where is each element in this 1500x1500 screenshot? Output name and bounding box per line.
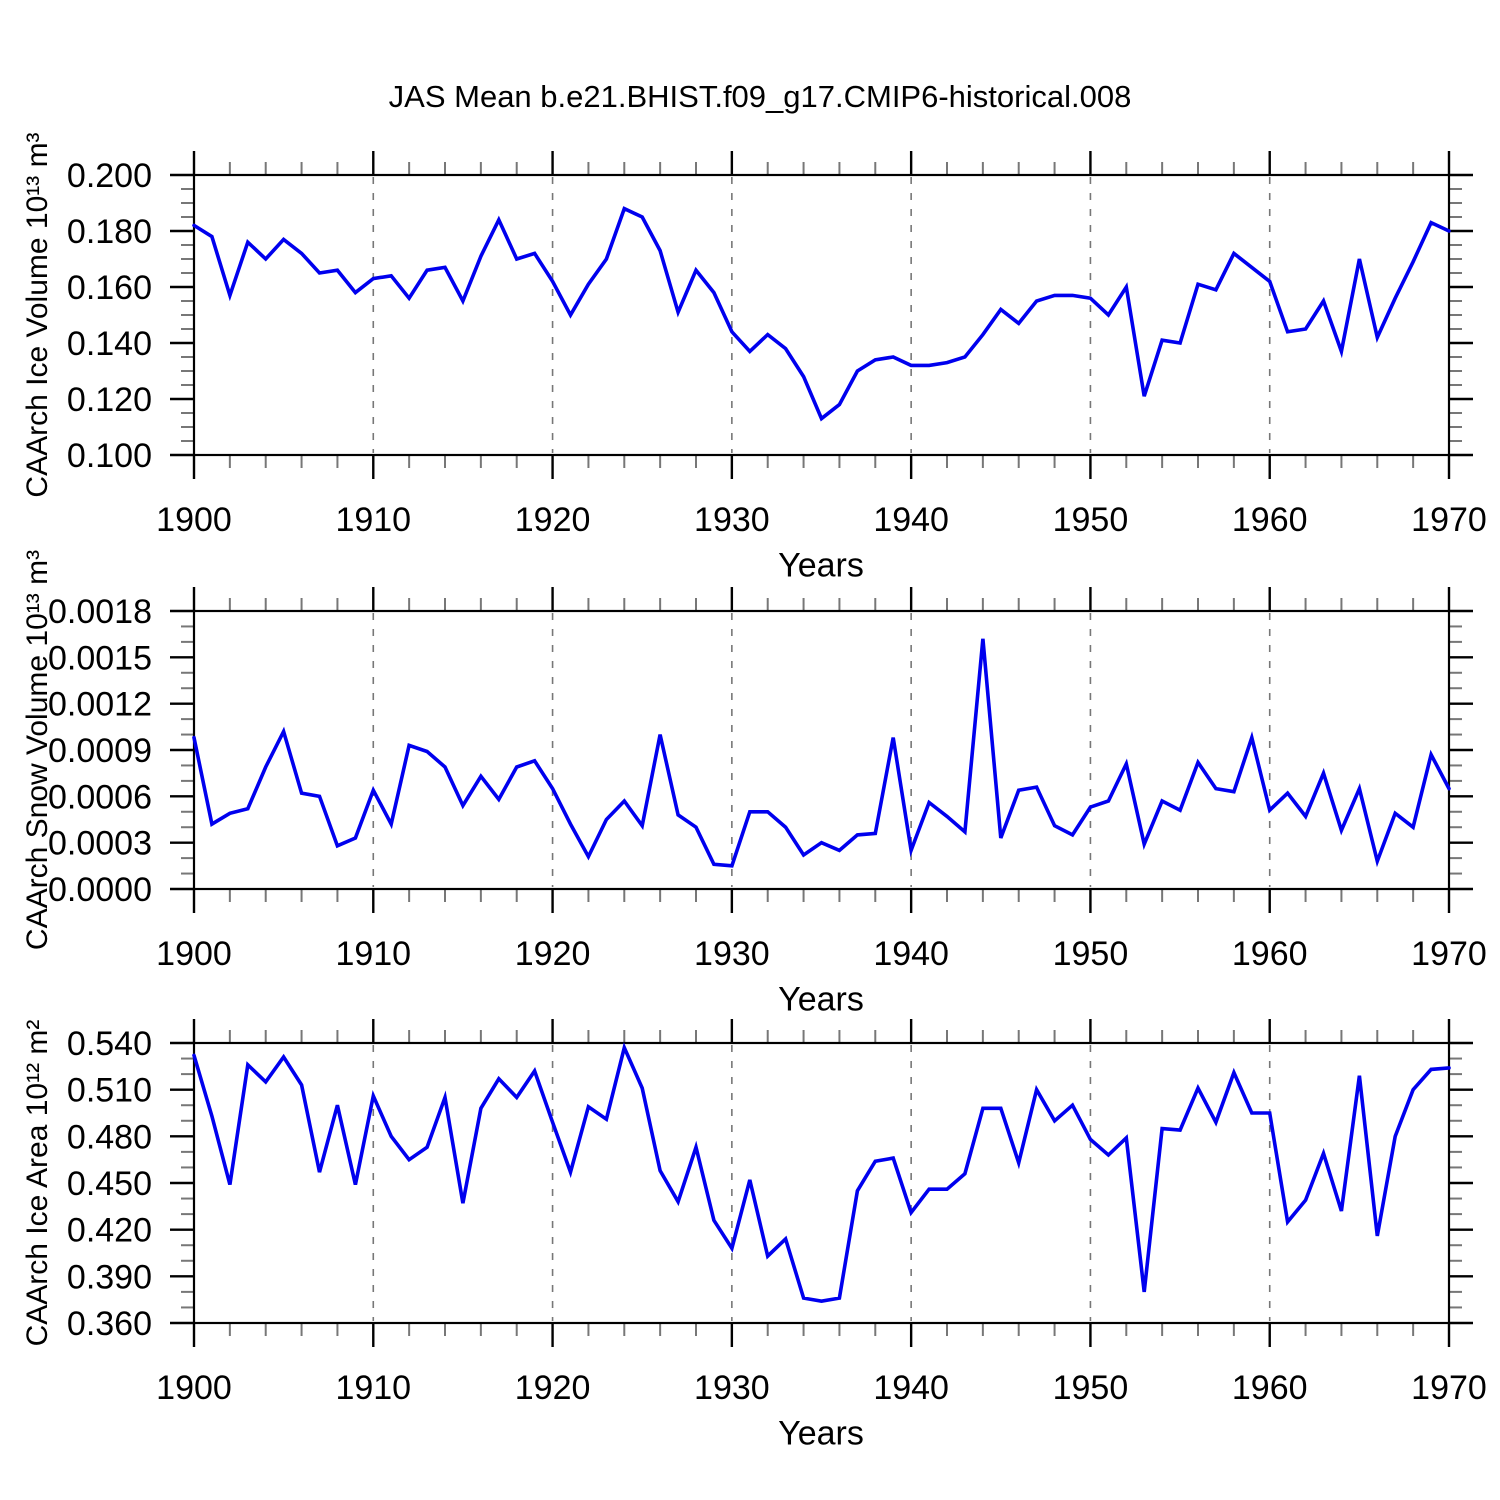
x-tick-label: 1950: [1053, 1369, 1129, 1407]
y-tick-label: 0.0018: [48, 593, 152, 631]
y-tick-labels: 0.0000 0.0003 0.0006 0.0009 0.0012 0.0015 0.00…: [48, 593, 152, 909]
decade-gridlines: [372, 1045, 1271, 1321]
ice-volume-x-axis-title: Years: [778, 546, 864, 585]
x-tick-label: 1920: [515, 501, 591, 539]
y-tick-label: 0.0009: [48, 732, 152, 770]
x-tick-label: 1970: [1411, 1369, 1487, 1407]
plot-box: [192, 173, 1451, 457]
decade-gridlines: [372, 177, 1271, 453]
plot-box: [192, 1041, 1451, 1325]
major-ticks: [170, 587, 1473, 913]
y-tick-label: 0.180: [67, 213, 152, 251]
data-line: [192, 1042, 1451, 1304]
x-tick-label: 1970: [1411, 501, 1487, 539]
y-tick-label: 0.200: [67, 157, 152, 195]
y-tick-label: 0.480: [67, 1118, 152, 1156]
minor-ticks: [181, 1030, 1462, 1336]
snow-volume-x-axis-title: Years: [778, 980, 864, 1019]
x-tick-label: 1940: [873, 935, 949, 973]
x-tick-label: 1940: [873, 1369, 949, 1407]
x-tick-label: 1950: [1053, 501, 1129, 539]
y-tick-label: 0.160: [67, 269, 152, 307]
x-tick-labels: 1900 1910 1920 1930 1940 1950 1960 1970: [156, 935, 1487, 973]
y-tick-label: 0.420: [67, 1212, 152, 1250]
major-ticks: [170, 151, 1473, 479]
x-tick-label: 1960: [1232, 501, 1308, 539]
ice-area-y-axis-title: CAArch Ice Area 10¹² m²: [21, 1019, 54, 1347]
y-tick-label: 0.0000: [48, 871, 152, 909]
x-tick-label: 1930: [694, 935, 770, 973]
y-tick-label: 0.390: [67, 1258, 152, 1296]
x-tick-label: 1920: [515, 1369, 591, 1407]
x-tick-label: 1910: [335, 501, 411, 539]
x-tick-label: 1900: [156, 935, 232, 973]
x-tick-label: 1930: [694, 1369, 770, 1407]
y-tick-label: 0.0015: [48, 639, 152, 677]
figure-title: JAS Mean b.e21.BHIST.f09_g17.CMIP6-histo…: [388, 79, 1132, 114]
y-tick-label: 0.140: [67, 325, 152, 363]
y-tick-label: 0.120: [67, 381, 152, 419]
x-tick-label: 1910: [335, 935, 411, 973]
x-tick-label: 1970: [1411, 935, 1487, 973]
data-line: [192, 638, 1451, 868]
minor-ticks: [181, 598, 1462, 902]
x-tick-label: 1940: [873, 501, 949, 539]
x-tick-labels: 1900 1910 1920 1930 1940 1950 1960 1970: [156, 501, 1487, 539]
y-tick-label: 0.0006: [48, 778, 152, 816]
plot-box: [192, 609, 1451, 891]
x-tick-label: 1960: [1232, 1369, 1308, 1407]
y-tick-label: 0.0003: [48, 825, 152, 863]
x-tick-label: 1900: [156, 501, 232, 539]
ice-volume-y-axis-title: CAArch Ice Volume 10¹³ m³: [21, 132, 54, 498]
snow-volume-y-axis-title: CAArch Snow Volume 10¹³ m³: [21, 549, 54, 951]
y-tick-labels: 0.100 0.120 0.140 0.160 0.180 0.200: [67, 157, 152, 475]
x-tick-label: 1920: [515, 935, 591, 973]
minor-ticks: [181, 162, 1462, 468]
y-tick-label: 0.540: [67, 1025, 152, 1063]
data-line: [192, 206, 1451, 422]
x-tick-label: 1960: [1232, 935, 1308, 973]
y-tick-labels: 0.360 0.390 0.420 0.450 0.480 0.510 0.540: [67, 1025, 152, 1343]
major-ticks: [170, 1019, 1473, 1347]
y-tick-label: 0.0012: [48, 686, 152, 724]
x-tick-labels: 1900 1910 1920 1930 1940 1950 1960 1970: [156, 1369, 1487, 1407]
x-tick-label: 1950: [1053, 935, 1129, 973]
x-tick-label: 1900: [156, 1369, 232, 1407]
y-tick-label: 0.360: [67, 1305, 152, 1343]
x-tick-label: 1930: [694, 501, 770, 539]
y-tick-label: 0.450: [67, 1165, 152, 1203]
x-tick-label: 1910: [335, 1369, 411, 1407]
y-tick-label: 0.100: [67, 437, 152, 475]
ice-area-x-axis-title: Years: [778, 1414, 864, 1453]
y-tick-label: 0.510: [67, 1072, 152, 1110]
